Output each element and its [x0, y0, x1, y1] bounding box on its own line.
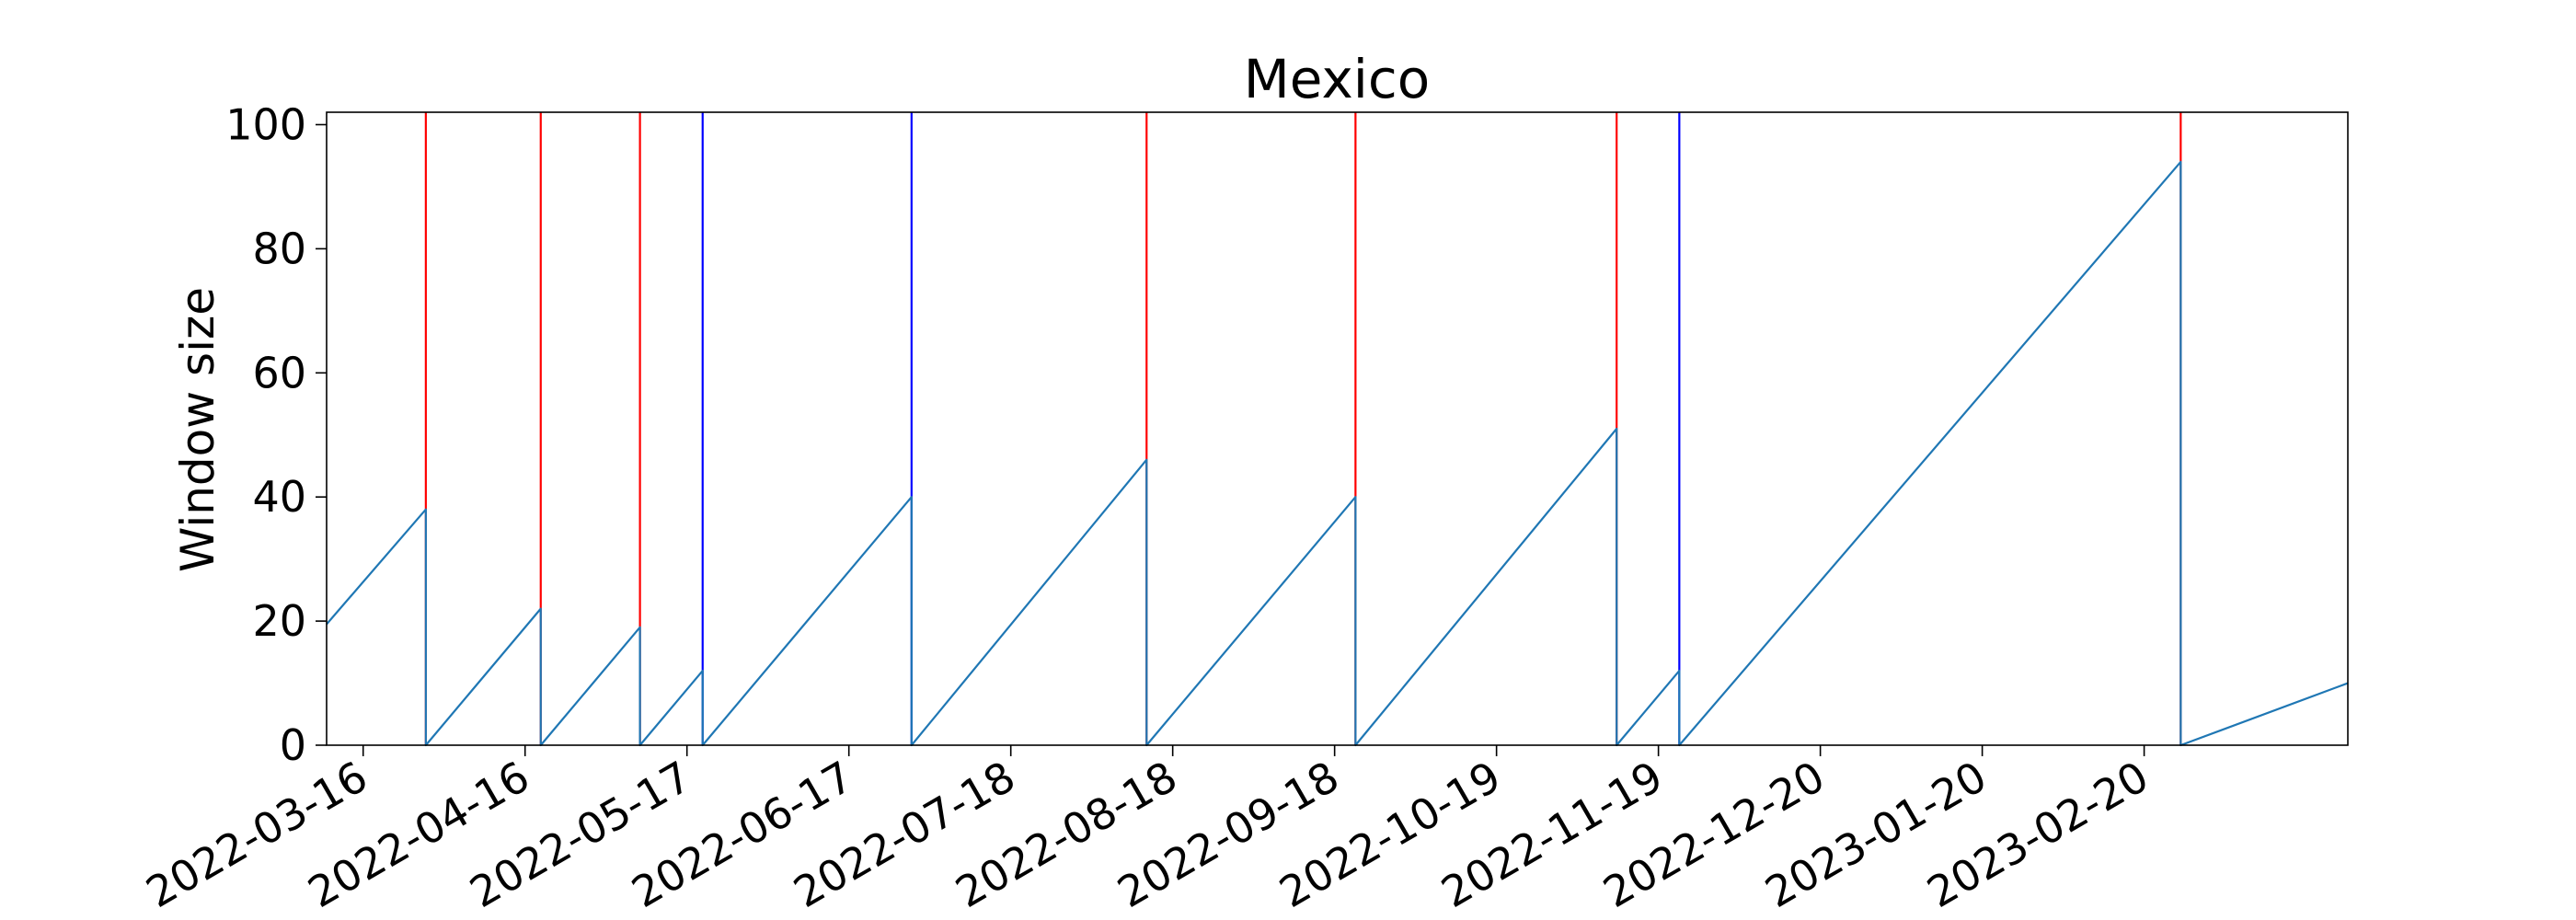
series-line-0: [326, 160, 2349, 747]
x-axis-ticks: 2022-03-162022-04-162022-05-172022-06-17…: [138, 745, 2156, 917]
y-tick-label: 0: [280, 720, 306, 770]
y-axis-ticks: 0 20 40 60 80 100: [225, 99, 327, 770]
y-tick-label: 80: [252, 224, 306, 273]
plot-frame: [326, 111, 2349, 746]
chart-title: Mexico: [1244, 48, 1431, 110]
y-tick-label: 100: [225, 99, 306, 149]
y-axis-label: Window size: [171, 287, 224, 572]
series-group: [326, 160, 2349, 747]
y-tick-label: 40: [252, 472, 306, 522]
y-tick-label: 60: [252, 348, 306, 397]
y-tick-label: 20: [252, 596, 306, 646]
event-lines: [424, 112, 2182, 745]
